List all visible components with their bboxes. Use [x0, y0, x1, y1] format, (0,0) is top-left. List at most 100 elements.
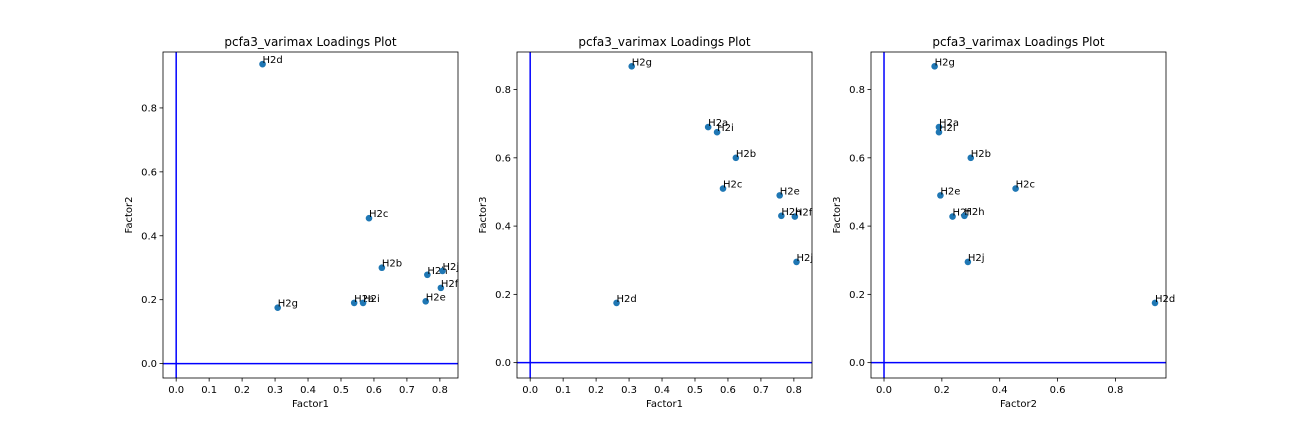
data-point-h2j: [964, 258, 972, 266]
y-tick-label: 0.0: [849, 358, 865, 369]
chart-panel-3: 0.0 0.2 0.4 0.6 0.8 0.0 0.2 0.4 0.6 0.8 pcfa3_vari…: [832, 35, 1175, 410]
x-tick-label: 0.4: [992, 385, 1008, 396]
point-label-h2j: H2j: [968, 253, 985, 264]
x-tick-label: 0.8: [1107, 385, 1123, 396]
data-point-h2h: [424, 271, 431, 279]
y-tick-label: 0.6: [141, 167, 157, 178]
data-point-h2f: [949, 213, 956, 220]
data-point-h2c: [365, 214, 373, 222]
data-point-h2d: [1151, 299, 1159, 307]
x-tick-label: 0.7: [399, 385, 415, 396]
data-point-h2e: [937, 192, 944, 199]
point-label-h2b: H2b: [736, 149, 756, 160]
point-label-h2a: H2a: [708, 118, 728, 129]
x-tick-label: 0.6: [720, 385, 736, 396]
y-axis-label: Factor3: [832, 197, 843, 234]
data-point-h2d: [613, 299, 620, 307]
point-label-h2d: H2d: [617, 294, 637, 305]
point-label-h2e: H2e: [940, 186, 960, 197]
axes-frame: [162, 51, 459, 379]
point-label-h2a: H2a: [939, 118, 959, 129]
data-point-h2i: [935, 128, 943, 136]
data-point-h2b: [967, 154, 975, 162]
point-label-h2j: H2j: [443, 262, 460, 273]
data-point-h2g: [931, 63, 938, 70]
chart-panel-2: 0.0 0.1 0.2 0.3 0.4 0.5 0.6 0.7 0.8 0.0 0.2 0.4 0.6 0…: [478, 35, 813, 410]
chart-panel-1: 0.0 0.1 0.2 0.3 0.4 0.5 0.6 0.7 0.8 0.0 0.2 0.4 0.6 0…: [124, 35, 459, 410]
point-label-h2b: H2b: [971, 149, 991, 160]
y-tick-label: 0.2: [849, 290, 865, 301]
axes-frame: [516, 51, 813, 379]
data-point-h2f: [437, 284, 445, 292]
point-label-h2e: H2e: [426, 292, 446, 303]
point-label-h2d: H2d: [1155, 294, 1175, 305]
x-tick-label: 0.7: [753, 385, 769, 396]
axes-frame: [870, 51, 1167, 379]
x-tick-label: 0.2: [234, 385, 250, 396]
x-tick-label: 0.0: [876, 385, 892, 396]
y-tick-label: 0.8: [849, 85, 865, 96]
data-point-h2i: [359, 299, 367, 307]
data-point-h2a: [704, 123, 712, 131]
chart-title: pcfa3_varimax Loadings Plot: [578, 35, 750, 49]
data-point-h2b: [378, 264, 386, 272]
y-axis-label: Factor3: [478, 197, 489, 234]
point-label-h2c: H2c: [369, 209, 388, 220]
point-label-h2h: H2h: [964, 207, 984, 218]
point-label-h2c: H2c: [723, 180, 742, 191]
point-label-h2g: H2g: [935, 57, 955, 68]
point-label-h2f: H2f: [953, 208, 971, 219]
x-tick-label: 0.0: [522, 385, 538, 396]
y-axis-label: Factor2: [124, 197, 135, 234]
data-point-h2d: [259, 60, 266, 68]
point-label-h2c: H2c: [1016, 180, 1035, 191]
y-tick-label: 0.2: [141, 295, 157, 306]
x-tick-label: 0.1: [555, 385, 571, 396]
y-tick-label: 0.0: [495, 358, 511, 369]
chart-title: pcfa3_varimax Loadings Plot: [932, 35, 1104, 49]
x-tick-label: 0.6: [366, 385, 382, 396]
data-point-h2c: [719, 185, 727, 192]
point-label-h2i: H2i: [717, 123, 734, 134]
y-tick-label: 0.4: [849, 222, 865, 233]
data-point-h2e: [776, 192, 783, 199]
data-point-h2b: [732, 154, 740, 162]
point-label-h2f: H2f: [795, 208, 813, 219]
point-label-h2g: H2g: [632, 57, 652, 68]
data-point-h2j: [439, 267, 446, 275]
x-tick-label: 0.4: [300, 385, 316, 396]
x-axis-label: Factor2: [1000, 399, 1037, 410]
data-point-h2g: [628, 63, 636, 70]
data-point-h2a: [935, 123, 943, 131]
data-point-h2e: [422, 297, 429, 305]
y-tick-label: 0.8: [495, 85, 511, 96]
y-tick-label: 0.6: [495, 153, 511, 164]
point-label-h2f: H2f: [441, 279, 459, 290]
x-tick-label: 0.4: [654, 385, 670, 396]
data-point-h2a: [350, 299, 358, 307]
data-point-h2i: [713, 128, 721, 136]
data-point-h2h: [961, 212, 968, 220]
data-point-h2c: [1012, 185, 1019, 192]
x-tick-label: 0.8: [432, 385, 448, 396]
point-label-h2j: H2j: [797, 253, 814, 264]
x-tick-label: 0.3: [621, 385, 637, 396]
x-tick-label: 0.6: [1050, 385, 1066, 396]
data-point-h2j: [793, 258, 800, 266]
y-tick-label: 0.6: [849, 153, 865, 164]
point-label-h2a: H2a: [354, 294, 374, 305]
x-tick-label: 0.2: [588, 385, 604, 396]
y-tick-label: 0.8: [141, 103, 157, 114]
point-label-h2d: H2d: [263, 55, 283, 66]
point-label-h2b: H2b: [382, 259, 402, 270]
x-tick-label: 0.2: [934, 385, 950, 396]
point-label-h2i: H2i: [939, 123, 956, 134]
x-axis-label: Factor1: [292, 399, 329, 410]
point-label-h2h: H2h: [781, 207, 801, 218]
point-label-h2g: H2g: [278, 299, 298, 310]
data-point-h2g: [274, 304, 282, 311]
y-tick-label: 0.0: [141, 359, 157, 370]
point-label-h2e: H2e: [780, 186, 800, 197]
y-tick-label: 0.2: [495, 290, 511, 301]
y-tick-label: 0.4: [495, 222, 511, 233]
